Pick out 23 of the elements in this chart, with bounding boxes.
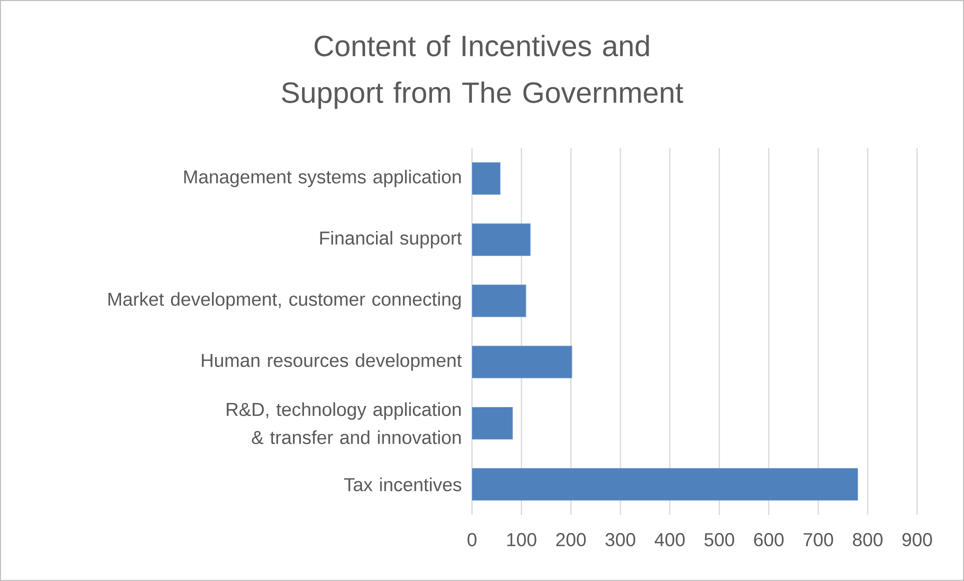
y-tick-label: Tax incentives [344,478,462,492]
y-tick-label: Financial support [320,231,462,248]
x-tick-label: 500 [704,533,734,546]
x-tick-label: 0 [468,533,476,546]
bar [472,346,572,378]
x-tick-label: 900 [902,533,932,546]
x-tick-label: 800 [852,533,883,546]
x-tick-label: 400 [654,533,685,546]
y-tick-label: Human resources development [202,353,462,371]
x-tick-label: 300 [606,533,636,546]
x-tick-label: 700 [804,533,834,546]
x-tick-label: 200 [556,533,586,546]
x-tick-label: 100 [507,533,536,546]
y-tick-label: Management systems application [184,170,461,188]
x-tick-label: 600 [754,533,784,546]
bar [472,407,513,440]
bar [472,284,526,318]
bar [472,468,858,501]
y-tick-label: R&D, technology application & transfer and innovation [226,402,461,444]
y-tick-label: Market development, customer connecting [108,292,461,310]
chart-title: Content of Incentives and Support from The Government [282,34,684,109]
bar [472,162,500,195]
bar [472,223,531,256]
